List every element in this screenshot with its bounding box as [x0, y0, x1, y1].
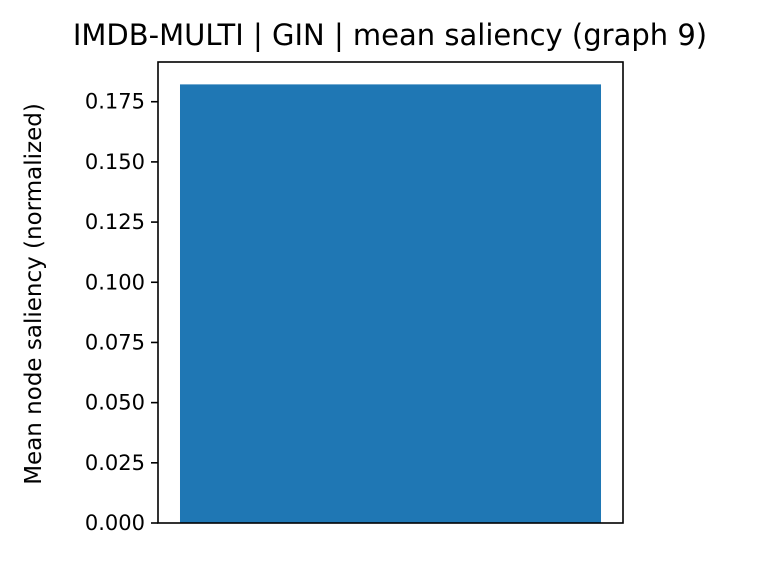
y-tick-label: 0.100 [85, 270, 145, 294]
y-tick-label: 0.025 [85, 451, 145, 475]
chart-title: IMDB-MULTI | GIN | mean saliency (graph … [73, 18, 707, 52]
y-axis-label: Mean node saliency (normalized) [21, 103, 47, 485]
y-axis-ticks: 0.000 0.025 0.050 0.075 0.100 0.125 0.150 0.175 [85, 90, 158, 535]
bar-0 [179, 84, 602, 523]
y-tick-label: 0.050 [85, 391, 145, 415]
y-tick-label: 0.125 [85, 210, 145, 234]
plot-area-frame [157, 61, 624, 524]
y-tick-label: 0.150 [85, 150, 145, 174]
y-tick-label: 0.000 [85, 511, 145, 535]
y-tick-label: 0.175 [85, 90, 145, 114]
y-tick-label: 0.075 [85, 330, 145, 354]
bars [179, 84, 602, 523]
